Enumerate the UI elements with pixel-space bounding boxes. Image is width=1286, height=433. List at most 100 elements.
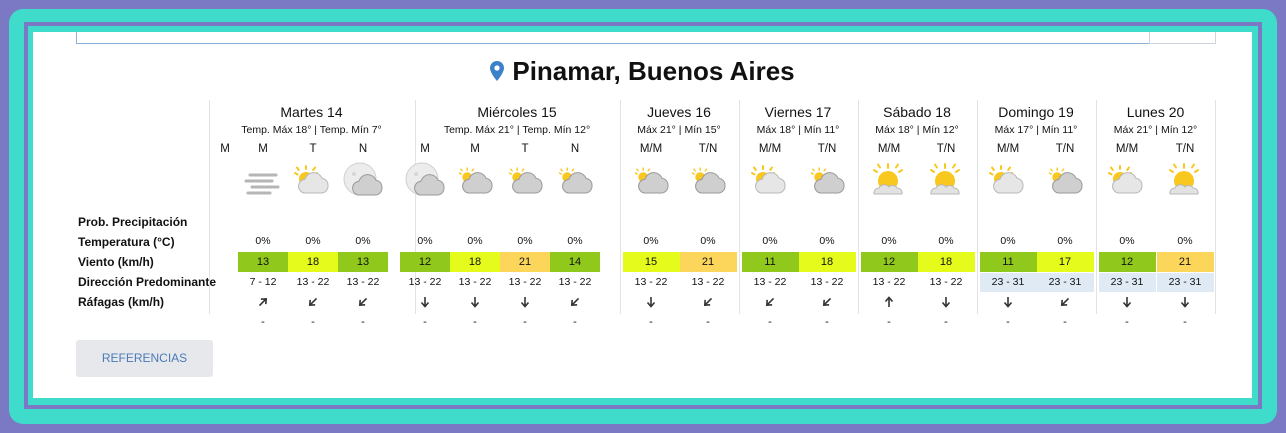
day-name: Sábado 18 — [883, 104, 951, 120]
arrow-south-icon — [400, 292, 450, 312]
gust-value: - — [1006, 316, 1010, 328]
day-temperature-range: Máx 21° | Mín 12° — [1113, 124, 1198, 136]
precipitation-value: 0% — [1000, 235, 1016, 247]
day-temperature-range: Temp. Máx 18° | Temp. Mín 7° — [241, 124, 382, 136]
arrow-north-icon — [861, 292, 918, 312]
day-name: Miércoles 15 — [477, 104, 557, 120]
temperature-value: 11 — [741, 252, 799, 272]
day-temperature-range: Máx 21° | Mín 15° — [637, 124, 721, 136]
gust-value: - — [887, 316, 891, 328]
moon-cloud-icon — [400, 160, 450, 200]
arrow-southwest-icon — [680, 292, 737, 312]
period-label: M — [220, 143, 230, 155]
wind-value: 23 - 31 — [1036, 273, 1094, 292]
precipitation-value: 0% — [567, 235, 583, 247]
sun-cloud-icon — [1099, 160, 1156, 200]
day-column: Domingo 19 Máx 17° | Mín 11° M/M 0% 11 23 - 3… — [977, 102, 1095, 334]
day-temperature-range: Temp. Máx 21° | Temp. Mín 12° — [443, 124, 591, 136]
wind-value: 13 - 22 — [929, 276, 963, 288]
gust-value: - — [825, 316, 829, 328]
period-label: M/M — [996, 143, 1020, 155]
wind-value: 13 - 22 — [810, 276, 844, 288]
period-label: T — [309, 143, 317, 155]
search-button[interactable] — [1149, 32, 1216, 44]
arrow-southwest-icon — [742, 292, 799, 312]
temperature-value: 12 — [400, 252, 450, 272]
cloudy-sun-icon — [799, 160, 856, 200]
day-column: Lunes 20 Máx 21° | Mín 12° M/M 0% 12 23 - 31 -… — [1096, 102, 1215, 334]
wind-value: 23 - 31 — [1098, 273, 1156, 292]
wind-value: 13 - 22 — [296, 276, 330, 288]
day-name: Lunes 20 — [1126, 104, 1185, 120]
forecast-card: Pinamar, Buenos Aires Prob. Precipitació… — [33, 32, 1252, 398]
gust-value: - — [706, 316, 710, 328]
temperature-value: 21 — [1156, 252, 1214, 272]
cloudy-sun-icon — [1037, 160, 1094, 200]
arrow-south-icon — [980, 292, 1037, 312]
cloudy-sun-icon — [500, 160, 550, 200]
temperature-value: 15 — [622, 252, 680, 272]
precipitation-value: 0% — [255, 235, 271, 247]
search-input[interactable] — [76, 32, 1216, 44]
gust-value: - — [1125, 316, 1129, 328]
temperature-value: 18 — [917, 252, 975, 272]
period-label: T — [521, 143, 529, 155]
wind-value: 13 - 22 — [558, 276, 592, 288]
precipitation-value: 0% — [1119, 235, 1135, 247]
gust-value: - — [944, 316, 948, 328]
sun-cloud-icon — [742, 160, 799, 200]
day-separator — [209, 100, 210, 314]
temperature-value: 21 — [500, 252, 550, 272]
period-label: M/M — [877, 143, 901, 155]
day-separator — [977, 100, 978, 314]
wind-value: 13 - 22 — [408, 276, 442, 288]
day-temperature-range: Máx 17° | Mín 11° — [994, 124, 1078, 136]
period-label: M — [470, 143, 480, 155]
moon-cloud-icon — [338, 160, 388, 200]
arrow-south-icon — [450, 292, 500, 312]
day-separator — [620, 100, 621, 314]
temperature-value: 11 — [979, 252, 1037, 272]
arrow-southwest-icon — [288, 292, 338, 312]
arrow-southwest-icon — [550, 292, 600, 312]
location-name: Pinamar, Buenos Aires — [512, 56, 795, 86]
cloudy-sun-icon — [450, 160, 500, 200]
day-separator — [739, 100, 740, 314]
label-gusts: Ráfagas (km/h) — [78, 295, 165, 309]
gust-value: - — [649, 316, 653, 328]
arrow-northeast-icon — [238, 292, 288, 312]
precipitation-value: 0% — [819, 235, 835, 247]
sun-cloud-icon — [288, 160, 338, 200]
references-button[interactable]: REFERENCIAS — [76, 340, 213, 377]
sun-cloud-icon — [980, 160, 1037, 200]
precipitation-value: 0% — [881, 235, 897, 247]
location-title: Pinamar, Buenos Aires — [33, 56, 1252, 87]
gust-value: - — [573, 316, 577, 328]
precipitation-value: 0% — [517, 235, 533, 247]
label-precipitation: Prob. Precipitación — [78, 215, 188, 229]
gust-value: - — [361, 316, 365, 328]
precipitation-value: 0% — [417, 235, 433, 247]
temperature-value: 18 — [450, 252, 500, 272]
arrow-south-icon — [623, 292, 680, 312]
day-temperature-range: Máx 18° | Mín 12° — [875, 124, 959, 136]
period-label: T/N — [817, 143, 837, 155]
temperature-value: 18 — [798, 252, 856, 272]
label-direction: Dirección Predominante — [78, 275, 217, 289]
period-label: M/M — [1115, 143, 1139, 155]
wind-value: 13 - 22 — [634, 276, 668, 288]
cloudy-sun-icon — [550, 160, 600, 200]
temperature-value: 13 — [338, 252, 388, 272]
arrow-south-icon — [1157, 292, 1214, 312]
period-label: T/N — [1055, 143, 1075, 155]
map-pin-icon — [490, 61, 505, 81]
arrow-southwest-icon — [338, 292, 388, 312]
gust-value: - — [768, 316, 772, 328]
day-separator — [858, 100, 859, 314]
precipitation-value: 0% — [305, 235, 321, 247]
cloudy-sun-icon — [680, 160, 737, 200]
day-column: Sábado 18 Máx 18° | Mín 12° M/M 0% 12 13 - 22… — [858, 102, 976, 334]
period-label: M/M — [758, 143, 782, 155]
arrow-south-icon — [918, 292, 975, 312]
period-label: M/M — [639, 143, 663, 155]
